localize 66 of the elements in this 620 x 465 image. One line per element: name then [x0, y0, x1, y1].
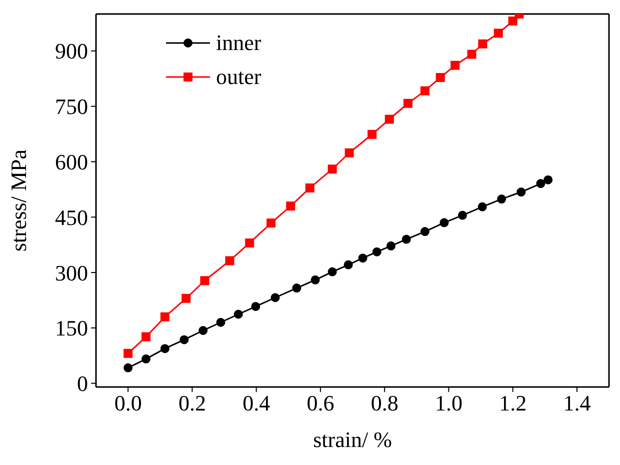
point: [305, 183, 314, 192]
point: [420, 86, 430, 96]
point: [216, 318, 226, 327]
x-tick-label: 1.2: [499, 390, 527, 416]
point: [458, 210, 467, 220]
point: [310, 275, 320, 284]
y-tick-label: 0: [77, 371, 88, 396]
point: [467, 50, 476, 59]
legend-label: inner: [216, 29, 262, 57]
point: [403, 98, 412, 108]
point: [440, 218, 449, 228]
point: [358, 254, 368, 263]
x-tick-label: 0.0: [114, 390, 142, 416]
point: [142, 332, 151, 342]
point: [386, 241, 396, 250]
point: [142, 354, 151, 364]
y-tick-label: 900: [55, 38, 88, 64]
point: [182, 294, 191, 303]
point: [124, 348, 133, 358]
point: [251, 302, 260, 311]
point: [436, 73, 445, 82]
point: [344, 260, 353, 270]
point: [245, 238, 254, 248]
y-tick-label: 450: [55, 204, 88, 230]
point: [286, 202, 296, 211]
point: [420, 227, 430, 236]
point: [478, 39, 488, 48]
legend-label: outer: [216, 63, 262, 91]
point: [536, 179, 546, 188]
point: [372, 247, 382, 256]
point: [368, 130, 377, 139]
point: [234, 310, 243, 319]
x-tick-label: 1.0: [434, 390, 462, 416]
x-tick-label: 1.4: [563, 390, 591, 416]
x-tick-label: 0.4: [242, 390, 270, 416]
point: [328, 267, 337, 276]
point: [270, 293, 280, 302]
point: [328, 164, 337, 174]
y-tick-label: 600: [55, 150, 88, 175]
point: [384, 114, 394, 124]
point: [478, 202, 487, 212]
point: [494, 28, 503, 38]
x-tick-label: 0.2: [178, 390, 206, 416]
x-tick-label: 0.6: [306, 390, 334, 416]
point: [344, 148, 354, 158]
y-axis-title: stress/ MPa: [6, 149, 31, 252]
point: [516, 188, 526, 197]
x-axis-title: strain/ %: [313, 427, 392, 452]
point: [497, 194, 506, 204]
point: [450, 60, 460, 70]
point: [160, 312, 170, 322]
point: [292, 284, 302, 293]
point: [160, 344, 170, 354]
point: [198, 326, 208, 335]
point: [266, 218, 276, 228]
y-tick-label: 750: [55, 94, 88, 120]
point: [544, 175, 553, 184]
y-tick-label: 300: [55, 260, 88, 286]
point: [200, 276, 210, 286]
point: [508, 16, 518, 26]
x-tick-label: 0.8: [370, 390, 398, 416]
y-tick-label: 150: [55, 316, 88, 341]
point: [180, 335, 189, 344]
point: [124, 363, 133, 372]
point: [225, 256, 234, 266]
point: [402, 234, 411, 244]
